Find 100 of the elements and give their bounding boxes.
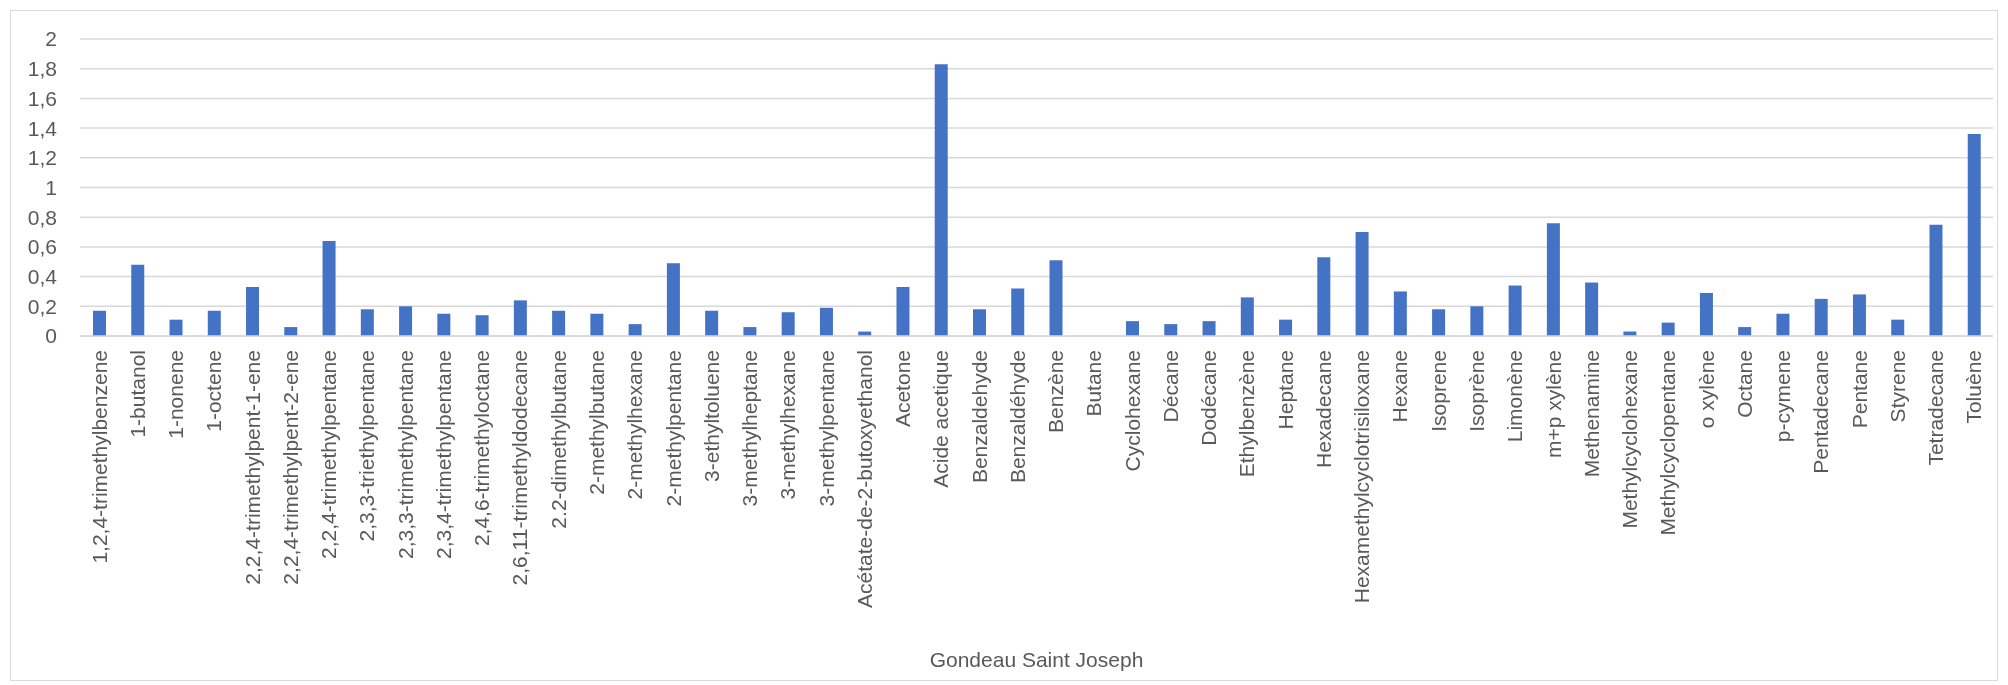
- x-axis-title: Gondeau Saint Joseph: [929, 648, 1144, 671]
- x-tick-label: Benzène: [1044, 350, 1068, 433]
- bar: [666, 263, 680, 336]
- bar: [131, 264, 145, 336]
- bar: [819, 307, 833, 336]
- bar: [1891, 319, 1905, 336]
- y-tick-label: 0,4: [27, 265, 58, 289]
- y-tick-label: 0,2: [27, 294, 57, 318]
- y-tick-label: 1,6: [27, 86, 57, 110]
- bar: [1240, 297, 1254, 336]
- x-tick-label: 2-methylbutane: [585, 350, 609, 495]
- x-tick-label: 3-methylpentane: [814, 350, 838, 507]
- bar: [93, 310, 106, 336]
- bar: [705, 310, 719, 336]
- bar: [552, 310, 566, 336]
- bar: [743, 327, 757, 336]
- y-tick-label: 1,2: [27, 146, 57, 170]
- y-tick-label: 0,6: [27, 235, 57, 259]
- x-tick-label: Cyclohexane: [1120, 350, 1144, 472]
- bar: [1470, 306, 1484, 336]
- bar: [590, 313, 604, 336]
- x-tick-label: Dodécane: [1197, 350, 1221, 446]
- x-tick-label: 2,3,3-trimethylpentane: [393, 350, 417, 559]
- bar: [972, 309, 986, 336]
- x-tick-label: Tetradecane: [1924, 350, 1948, 466]
- x-tick-label: Heptane: [1273, 350, 1297, 430]
- x-tick-label: Hexamethylcyclotrisiloxane: [1350, 350, 1374, 604]
- bar: [1279, 319, 1293, 336]
- bar: [1699, 292, 1713, 336]
- x-tick-label: 1-butanol: [125, 350, 149, 438]
- y-tick-label: 0,8: [27, 205, 57, 229]
- x-tick-label: Methylcyclopentane: [1656, 350, 1680, 536]
- bar: [1011, 288, 1025, 336]
- bar: [1661, 322, 1675, 336]
- x-tick-label: Benzaldéhyde: [1005, 350, 1029, 484]
- y-tick-label: 2: [45, 27, 57, 51]
- bar: [1432, 309, 1446, 336]
- bar: [207, 310, 221, 336]
- x-tick-label: Limonène: [1503, 350, 1527, 443]
- x-tick-label: 2,2,4-trimethylpentane: [317, 350, 341, 559]
- bar: [896, 287, 910, 336]
- x-tick-label: 3-methylhexane: [776, 350, 800, 500]
- bar: [1776, 313, 1790, 336]
- bar: [1852, 294, 1866, 336]
- bar: [284, 327, 298, 336]
- bar: [1317, 257, 1331, 336]
- x-tick-label: Isoprène: [1464, 350, 1488, 432]
- bar: [781, 312, 795, 336]
- bar: [513, 300, 527, 336]
- x-tick-label: o xylène: [1694, 350, 1718, 429]
- bar: [475, 315, 489, 336]
- x-tick-label: m+p xylène: [1541, 350, 1565, 458]
- x-tick-label: 2,3,4-trimethylpentane: [431, 350, 455, 559]
- y-tick-label: 1,8: [27, 57, 57, 81]
- y-tick-label: 0: [45, 324, 57, 348]
- x-tick-label: 2,2,4-trimethylpent-2-ene: [278, 350, 302, 585]
- bar: [437, 313, 451, 336]
- x-tick-label: Acide acetique: [929, 350, 953, 488]
- x-tick-label: 3-methylheptane: [738, 350, 762, 507]
- bar: [1738, 327, 1752, 336]
- x-tick-label: Hexane: [1388, 350, 1412, 423]
- bar: [1585, 282, 1599, 336]
- x-tick-label: Acétate-de-2-butoxyethanol: [852, 350, 876, 608]
- x-tick-label: 2,3,3-triethylpentane: [355, 350, 379, 542]
- bar: [1508, 285, 1522, 336]
- x-tick-label: Methylcyclohexane: [1618, 350, 1642, 529]
- x-tick-label: Octane: [1732, 350, 1756, 418]
- x-tick-label: 2,6,11-trimethyldodecane: [508, 350, 532, 586]
- x-tick-label: Isoprene: [1426, 350, 1450, 432]
- x-tick-label: Methenamine: [1579, 350, 1603, 478]
- y-tick-label: 1: [45, 175, 57, 199]
- x-tick-label: 2,2,4-trimethylpent-1-ene: [240, 350, 264, 585]
- bar: [1049, 260, 1063, 336]
- bar: [1202, 321, 1216, 336]
- x-tick-label: Pentadecane: [1809, 350, 1833, 474]
- x-tick-label: Acetone: [891, 350, 915, 428]
- x-tick-label: 2,4,6-trimethyloctane: [470, 350, 494, 547]
- bar: [934, 64, 948, 336]
- x-tick-label: Pentane: [1847, 350, 1871, 429]
- bar: [1967, 134, 1981, 336]
- x-tick-label: 2-methylhexane: [623, 350, 647, 500]
- bar: [399, 306, 413, 336]
- bar: [1814, 298, 1828, 336]
- x-tick-label: Butane: [1082, 350, 1106, 417]
- x-tick-label: 3-ethyltoluene: [699, 350, 723, 482]
- x-tick-label: Hexadecane: [1311, 350, 1335, 468]
- x-tick-label: 2-methylpentane: [661, 350, 685, 507]
- bar: [628, 324, 642, 336]
- x-tick-label: 1-octene: [202, 350, 226, 432]
- bar: [246, 287, 260, 336]
- bar: [1929, 224, 1943, 336]
- y-tick-label: 1,4: [27, 116, 58, 140]
- x-tick-label: Toluène: [1962, 350, 1986, 424]
- bar: [1355, 232, 1369, 336]
- x-tick-label: Ethylbenzène: [1235, 350, 1259, 478]
- x-tick-label: 2.2-dimethylbutane: [546, 350, 570, 529]
- x-tick-label: Styrene: [1885, 350, 1909, 423]
- x-tick-label: Benzaldehyde: [967, 350, 991, 484]
- bar: [169, 319, 183, 336]
- x-tick-label: 1-nonene: [164, 350, 188, 439]
